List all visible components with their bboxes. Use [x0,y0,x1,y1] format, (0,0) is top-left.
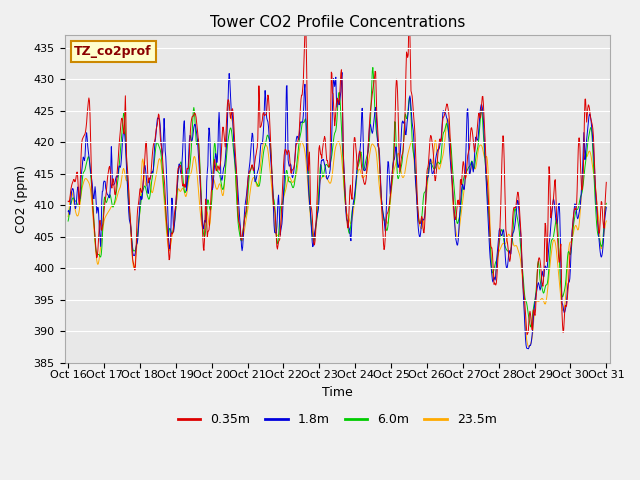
0.35m [90,220,98,226]
23.5m [602,218,610,224]
23.5m [90,226,98,232]
23.5m [382,217,390,223]
1.8m [338,70,346,75]
6.0m [164,233,172,239]
1.8m [90,196,98,202]
23.5m [64,214,72,219]
0.35m [524,332,531,337]
1.8m [164,215,172,220]
23.5m [164,243,172,249]
0.35m [64,198,72,204]
6.0m [577,194,584,200]
1.8m [524,346,532,352]
0.35m [381,235,389,241]
1.8m [602,204,610,210]
0.35m [577,162,584,168]
0.35m [406,13,413,19]
23.5m [288,179,296,185]
6.0m [527,324,534,330]
6.0m [64,218,72,224]
Text: TZ_co2prof: TZ_co2prof [74,45,152,58]
6.0m [602,201,610,206]
1.8m [577,200,584,206]
0.35m [164,237,172,243]
Legend: 0.35m, 1.8m, 6.0m, 23.5m: 0.35m, 1.8m, 6.0m, 23.5m [173,408,502,431]
6.0m [585,132,593,138]
0.35m [585,103,593,108]
1.8m [287,168,295,174]
23.5m [525,344,532,350]
Y-axis label: CO2 (ppm): CO2 (ppm) [15,165,28,233]
Line: 6.0m: 6.0m [68,68,606,327]
0.35m [287,170,295,176]
1.8m [64,208,72,214]
23.5m [585,148,593,154]
23.5m [225,100,232,106]
1.8m [585,114,593,120]
1.8m [382,221,390,227]
6.0m [369,65,377,71]
Title: Tower CO2 Profile Concentrations: Tower CO2 Profile Concentrations [209,15,465,30]
Line: 0.35m: 0.35m [68,16,606,335]
X-axis label: Time: Time [322,386,353,399]
Line: 1.8m: 1.8m [68,72,606,349]
6.0m [287,181,295,187]
0.35m [602,180,610,185]
23.5m [577,205,584,211]
Line: 23.5m: 23.5m [68,103,606,347]
6.0m [382,225,390,230]
6.0m [90,217,98,223]
